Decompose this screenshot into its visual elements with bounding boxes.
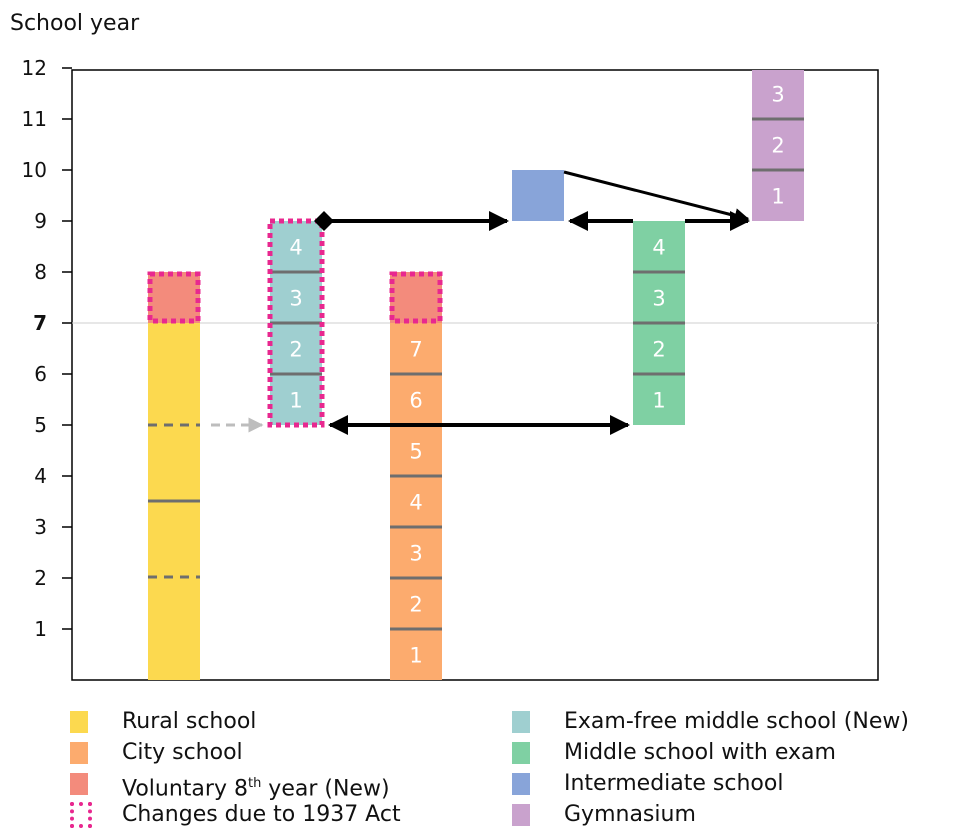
legend-label: Exam-free middle school (New) (564, 709, 909, 734)
segment-number-label: 3 (771, 83, 784, 107)
segment-number-label: 3 (289, 287, 302, 311)
gymnasium-bar (752, 70, 804, 221)
segment-number-label: 2 (771, 134, 784, 158)
exam-free-middle-school-swatch-icon (512, 711, 530, 733)
segment-number-label: 3 (652, 287, 665, 311)
y-axis-title: School year (10, 11, 140, 36)
y-tick-label: 11 (22, 107, 47, 131)
y-tick-label: 2 (34, 566, 47, 590)
y-tick-label: 10 (22, 158, 47, 182)
segment-number-label: 2 (652, 338, 665, 362)
y-tick-label: 4 (34, 464, 47, 488)
legend-item-gymnasium: Gymnasium (512, 802, 696, 828)
rural-voluntary-8th-year-block (148, 272, 200, 323)
segment-number-label: 7 (409, 338, 422, 362)
gymnasium-swatch-icon (512, 804, 530, 826)
legend-label: Intermediate school (564, 771, 784, 796)
y-tick-label: 8 (34, 260, 47, 284)
rural-school-swatch-icon (70, 711, 88, 733)
voluntary-8th-year-swatch-icon (70, 773, 88, 795)
segment-number-label: 1 (289, 389, 302, 413)
city-voluntary-8th-year-block (390, 272, 442, 323)
segment-number-label: 2 (289, 338, 302, 362)
plot-frame (71, 69, 879, 681)
y-tick-label: 7 (33, 311, 47, 335)
y-tick-label: 3 (34, 515, 47, 539)
gymnasium-segments: 1 2 3 (752, 83, 804, 209)
dotted-border-swatch-icon (70, 802, 92, 828)
rural-school-column (148, 323, 200, 680)
intermediate-school-block (512, 170, 564, 221)
legend-item-middle-school-with-exam: Middle school with exam (512, 740, 836, 766)
y-tick-label: 9 (34, 209, 47, 233)
segment-number-label: 6 (409, 389, 422, 413)
segment-number-label: 1 (771, 185, 784, 209)
y-tick-label: 5 (34, 413, 47, 437)
middle-school-segments: 1 2 3 4 (633, 236, 685, 413)
city-voluntary-changes-outline (389, 271, 443, 324)
y-tick-label: 1 (34, 617, 47, 641)
city-school-bar (390, 323, 442, 680)
legend-label: City school (122, 740, 243, 765)
arrow-intermediate-to-gymnasium (563, 170, 750, 223)
legend-label: Gymnasium (564, 802, 696, 827)
city-school-swatch-icon (70, 742, 88, 764)
legend-label: Changes due to 1937 Act (122, 802, 401, 827)
legend-item-exam-free-middle-school: Exam-free middle school (New) (512, 709, 909, 735)
exam-free-changes-outline (267, 218, 325, 428)
legend-item-intermediate-school: Intermediate school (512, 771, 783, 797)
legend-label: Voluntary 8th year (New) (122, 776, 390, 802)
legend-label: Middle school with exam (564, 740, 836, 765)
segment-number-label: 1 (652, 389, 665, 413)
rural-voluntary-changes-outline (147, 271, 201, 324)
legend-item-rural-school: Rural school (70, 709, 256, 735)
segment-number-label: 2 (409, 593, 422, 617)
legend-item-city-school: City school (70, 740, 243, 766)
segment-number-label: 4 (289, 236, 302, 260)
y-tick-label: 12 (22, 56, 47, 80)
segment-number-label: 5 (409, 440, 422, 464)
legend-item-changes-1937-act: Changes due to 1937 Act (70, 802, 401, 828)
intermediate-school-swatch-icon (512, 773, 530, 795)
legend-item-voluntary-8th-year: Voluntary 8th year (New) (70, 771, 390, 801)
segment-number-label: 4 (652, 236, 665, 260)
middle-school-with-exam-swatch-icon (512, 742, 530, 764)
legend-label: Rural school (122, 709, 257, 734)
segment-number-label: 1 (409, 644, 422, 668)
segment-number-label: 3 (409, 542, 422, 566)
exam-free-segments: 1 2 3 4 (270, 236, 322, 413)
segment-number-label: 4 (409, 491, 422, 515)
y-tick-label: 6 (34, 362, 47, 386)
